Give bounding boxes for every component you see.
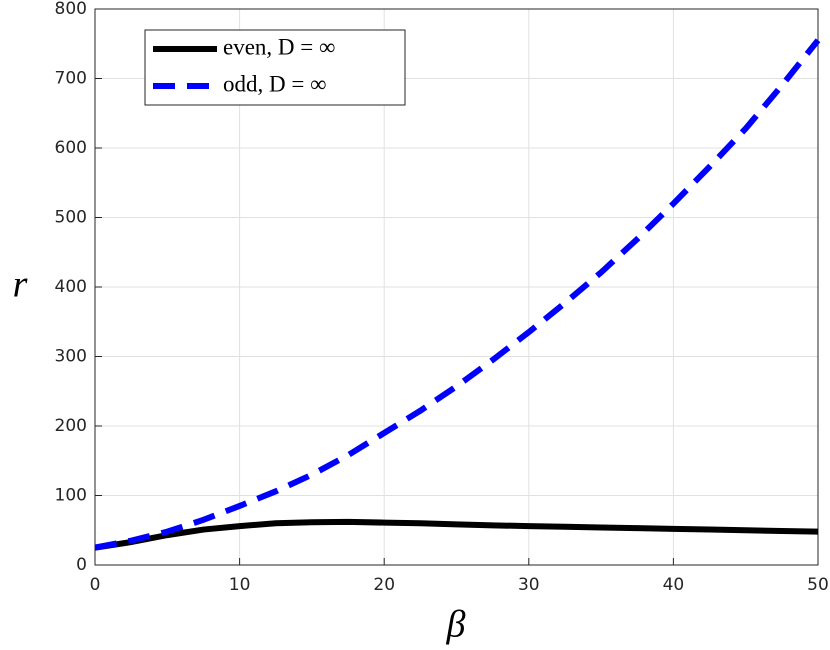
x-tick-label: 10 — [229, 575, 251, 595]
x-tick-label: 20 — [373, 575, 395, 595]
y-tick-label: 600 — [55, 138, 87, 158]
x-axis-label: β — [446, 604, 466, 646]
y-tick-label: 700 — [55, 69, 87, 89]
y-tick-label: 300 — [55, 347, 87, 367]
legend-text: even, D = ∞ — [223, 34, 335, 59]
x-tick-label: 30 — [518, 575, 540, 595]
y-tick-label: 100 — [55, 486, 87, 506]
x-tick-label: 50 — [807, 575, 829, 595]
line — [94, 38, 821, 551]
y-tick-label: 800 — [55, 0, 87, 19]
y-tick-label: 0 — [76, 555, 87, 575]
y-tick-label: 200 — [55, 416, 87, 436]
x-tick-label: 40 — [663, 575, 685, 595]
legend-text: odd, D = ∞ — [223, 71, 326, 96]
legend-box — [144, 29, 406, 106]
line — [94, 518, 819, 551]
axes-box — [94, 8, 819, 566]
y-tick-label: 400 — [55, 277, 87, 297]
y-axis-label: r — [13, 264, 28, 306]
y-tick-label: 500 — [55, 208, 87, 228]
x-tick-label: 0 — [90, 575, 101, 595]
